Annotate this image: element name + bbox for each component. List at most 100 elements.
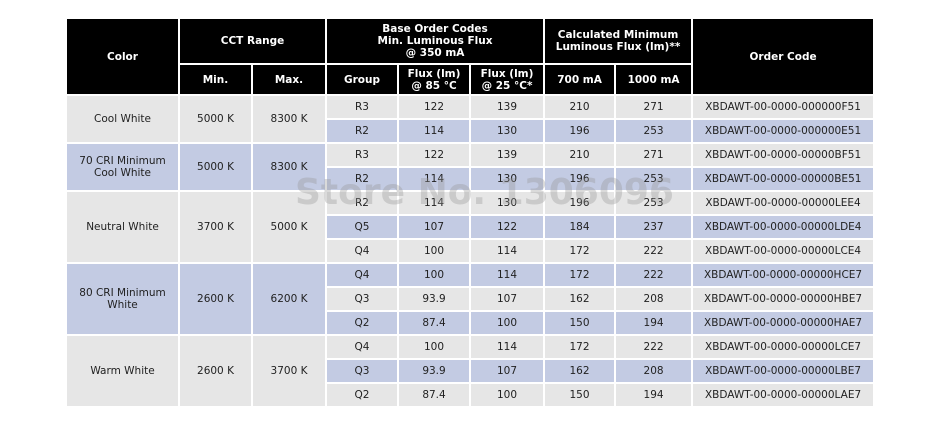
cell-cct-max: 8300 K <box>250 142 328 192</box>
cell-700ma: 150 <box>543 382 617 408</box>
table-row: 80 CRI Minimum White 2600 K 6200 K Q4 100 114 1… <box>65 262 876 336</box>
color-label-line: Neutral White <box>86 221 159 233</box>
header-line: Calculated Minimum <box>557 29 679 41</box>
cell-1000ma: 253 <box>614 118 694 144</box>
cell-cct-max: 5000 K <box>250 190 328 264</box>
cell-group: Q3 <box>325 358 400 384</box>
cell-flux-85: 87.4 <box>397 382 472 408</box>
cell-order-code: XBDAWT-00-0000-00000HBE7 <box>691 286 876 312</box>
cell-order-code: XBDAWT-00-0000-00000LAE7 <box>691 382 876 408</box>
header-max: Max. <box>250 63 328 96</box>
cell-flux-25: 139 <box>469 142 546 168</box>
cell-1000ma: 194 <box>614 310 694 336</box>
header-line: @ 85 °C <box>411 79 457 92</box>
cell-group: Q5 <box>325 214 400 240</box>
table-row: Q4 100 114 172 222 XBDAWT-00-0000-00000LCE4 <box>66 238 876 264</box>
cell-700ma: 196 <box>543 190 617 216</box>
table-row: Q3 93.9 107 162 208 XBDAWT-00-0000-00000LBE7 <box>66 358 876 384</box>
cell-group: R3 <box>325 94 400 120</box>
cell-group: Q2 <box>325 310 400 336</box>
order-code-table: Color CCT Range Base Order Codes Min. Lu… <box>65 17 876 408</box>
cell-group: Q3 <box>325 286 400 312</box>
header-cct-range: CCT Range <box>177 17 328 65</box>
header-color: Color <box>65 17 180 96</box>
header-base-order-codes: Base Order Codes Min. Luminous Flux @ 35… <box>325 17 546 65</box>
cell-group: R2 <box>325 190 400 216</box>
header-min: Min. <box>178 63 253 96</box>
cell-color: Cool White <box>65 94 180 144</box>
cell-cct-min: 5000 K <box>178 94 253 144</box>
cell-cct-min: 3700 K <box>178 190 253 264</box>
cell-1000ma: 271 <box>614 94 694 120</box>
header-group: Group <box>325 63 400 96</box>
cell-flux-25: 139 <box>469 94 546 120</box>
cell-700ma: 196 <box>543 118 617 144</box>
header-1000ma: 1000 mA <box>614 63 694 96</box>
cell-flux-25: 114 <box>469 238 546 264</box>
cell-1000ma: 208 <box>614 286 694 312</box>
header-line: Min. Luminous Flux <box>377 35 493 47</box>
cell-700ma: 196 <box>543 166 617 192</box>
table-row: Q2 87.4 100 150 194 XBDAWT-00-0000-00000HAE7 <box>66 310 876 336</box>
cell-flux-85: 122 <box>397 94 472 120</box>
header-flux-25: Flux (lm) @ 25 °C* <box>469 63 546 96</box>
color-label-line: Cool White <box>94 167 151 179</box>
cell-cct-max: 6200 K <box>250 262 328 336</box>
cell-flux-85: 114 <box>397 190 472 216</box>
cell-700ma: 184 <box>543 214 617 240</box>
cell-color: 70 CRI Minimum Cool White <box>65 142 180 192</box>
table-row: Q5 107 122 184 237 XBDAWT-00-0000-00000LDE4 <box>66 214 876 240</box>
cell-700ma: 162 <box>543 286 617 312</box>
cell-flux-85: 107 <box>397 214 472 240</box>
cell-order-code: XBDAWT-00-0000-00000HAE7 <box>691 310 876 336</box>
cell-group: Q4 <box>325 238 400 264</box>
cell-flux-85: 114 <box>397 118 472 144</box>
cell-cct-max: 3700 K <box>250 334 328 408</box>
cell-1000ma: 222 <box>614 334 694 360</box>
cell-1000ma: 253 <box>614 190 694 216</box>
cell-flux-25: 114 <box>469 262 546 288</box>
cell-group: Q2 <box>325 382 400 408</box>
cell-flux-25: 100 <box>469 310 546 336</box>
cell-flux-25: 107 <box>469 286 546 312</box>
cell-order-code: XBDAWT-00-0000-00000LCE4 <box>691 238 876 264</box>
header-line: Base Order Codes <box>382 23 488 35</box>
cell-cct-max: 8300 K <box>250 94 328 144</box>
cell-flux-85: 100 <box>397 262 472 288</box>
cell-1000ma: 194 <box>614 382 694 408</box>
cell-group: Q4 <box>325 262 400 288</box>
cell-700ma: 172 <box>543 334 617 360</box>
color-label-line: Cool White <box>94 113 151 125</box>
cell-1000ma: 253 <box>614 166 694 192</box>
cell-700ma: 210 <box>543 142 617 168</box>
cell-group: R2 <box>325 118 400 144</box>
cell-1000ma: 208 <box>614 358 694 384</box>
table-row: Warm White 2600 K 3700 K Q4 100 114 172 222 XBDA… <box>65 334 876 408</box>
header-line: Flux (lm) <box>480 67 534 80</box>
cell-700ma: 150 <box>543 310 617 336</box>
cell-flux-85: 100 <box>397 334 472 360</box>
cell-flux-25: 130 <box>469 190 546 216</box>
cell-order-code: XBDAWT-00-0000-00000LCE7 <box>691 334 876 360</box>
cell-flux-25: 130 <box>469 166 546 192</box>
cell-1000ma: 237 <box>614 214 694 240</box>
cell-700ma: 172 <box>543 262 617 288</box>
cell-flux-25: 130 <box>469 118 546 144</box>
table-row: Neutral White 3700 K 5000 K R2 114 130 196 253 X… <box>65 190 876 264</box>
cell-flux-85: 114 <box>397 166 472 192</box>
cell-flux-25: 122 <box>469 214 546 240</box>
cell-flux-25: 107 <box>469 358 546 384</box>
cell-700ma: 172 <box>543 238 617 264</box>
cell-1000ma: 271 <box>614 142 694 168</box>
cell-flux-25: 100 <box>469 382 546 408</box>
cell-1000ma: 222 <box>614 238 694 264</box>
cell-order-code: XBDAWT-00-0000-000000E51 <box>691 118 876 144</box>
cell-flux-85: 100 <box>397 238 472 264</box>
cell-order-code: XBDAWT-00-0000-00000LDE4 <box>691 214 876 240</box>
table-row: R2 114 130 196 253 XBDAWT-00-0000-000000E51 <box>66 118 876 144</box>
header-flux-85: Flux (lm) @ 85 °C <box>397 63 472 96</box>
cell-order-code: XBDAWT-00-0000-00000LBE7 <box>691 358 876 384</box>
cell-order-code: XBDAWT-00-0000-000000F51 <box>691 94 876 120</box>
cell-order-code: XBDAWT-00-0000-00000BF51 <box>691 142 876 168</box>
color-label-line: Warm White <box>90 365 155 377</box>
